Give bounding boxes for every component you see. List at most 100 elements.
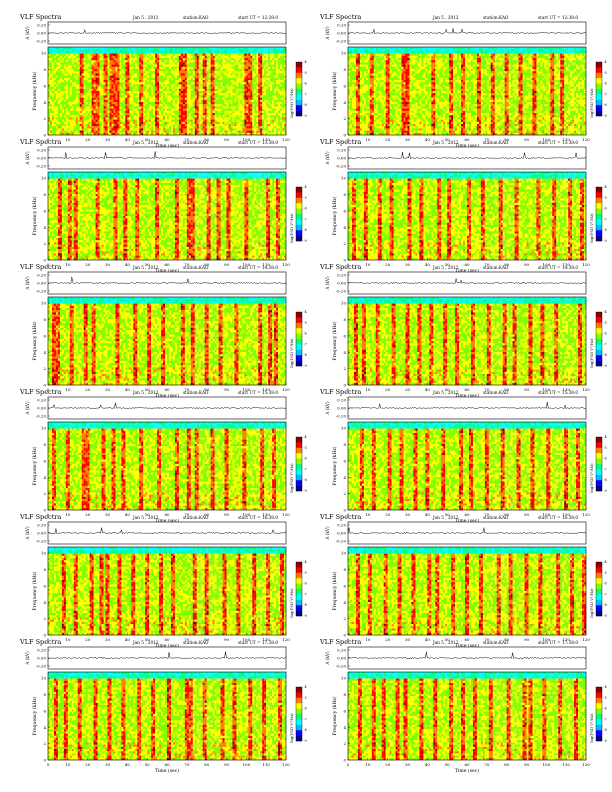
spectrogram-chart: VLF Spectra Jan 5 , 2012 station:KAO start …: [19, 388, 307, 524]
y-tick-label: 8: [43, 567, 46, 572]
colorbar-tick-label: -4: [604, 560, 607, 564]
x-tick-label: 70: [484, 762, 490, 767]
spectrogram-chart: VLF Spectra Jan 5 , 2012 station:KAO start …: [319, 388, 607, 524]
spectrogram-panel: VLF Spectra Jan 5 , 2012 station:KAO start …: [8, 260, 307, 399]
x-tick-label: 90: [524, 387, 530, 392]
x-tick-label: 20: [385, 512, 391, 517]
colorbar-swatch: [296, 730, 302, 736]
amp-axis-label: A (kV): [325, 151, 330, 166]
colorbar-tick-label: -5: [304, 71, 307, 75]
chart-date: Jan 5 , 2012: [132, 515, 159, 520]
amp-tick-label: -0.20: [336, 664, 347, 669]
colorbar-swatch: [296, 235, 302, 242]
colorbar-tick-label: -8: [304, 603, 307, 607]
x-tick-label: 40: [125, 512, 131, 517]
spectrogram-chart: VLF Spectra Jan 5 , 2012 station:KAO start …: [19, 513, 307, 649]
colorbar-swatch: [296, 99, 302, 106]
x-tick-label: 40: [125, 637, 131, 642]
colorbar-swatch: [596, 78, 602, 84]
colorbar: [595, 311, 603, 367]
colorbar-swatch: [596, 610, 602, 617]
x-tick-label: 70: [484, 262, 490, 267]
x-tick-label: 20: [385, 637, 391, 642]
colorbar-tick-label: -7: [604, 717, 607, 721]
colorbar-tick-label: -9: [604, 614, 607, 618]
amp-tick-label: 0.20: [337, 648, 346, 653]
chart-station: station:KAO: [483, 640, 509, 645]
colorbar-tick-label: -8: [604, 228, 607, 232]
x-tick-label: 110: [562, 387, 570, 392]
colorbar-swatch: [296, 110, 302, 117]
amp-tick-label: 0.20: [337, 523, 346, 528]
colorbar-swatch: [296, 464, 302, 470]
x-axis-label: Time (sec): [155, 267, 180, 274]
colorbar-swatch: [596, 317, 602, 323]
colorbar-swatch: [296, 208, 302, 215]
y-tick-label: 0: [43, 758, 46, 763]
x-tick-label: 30: [405, 262, 411, 267]
amplitude-trace: [347, 651, 587, 660]
x-tick-label: 110: [262, 512, 270, 517]
amp-tick-label: -0.20: [336, 414, 347, 419]
colorbar-swatch: [296, 192, 302, 198]
x-tick-label: 10: [365, 262, 371, 267]
colorbar-swatch: [296, 72, 302, 79]
chart-date: Jan 5 , 2012: [132, 265, 159, 270]
colorbar-tick-label: -7: [304, 217, 307, 221]
y-tick-label: 8: [343, 442, 346, 447]
colorbar-swatch: [596, 219, 602, 225]
spectrogram-chart: VLF Spectra Jan 5 , 2012 station:KAO start …: [319, 138, 607, 274]
spectrogram-panel: VLF Spectra Jan 5 , 2012 station:KAO start …: [8, 385, 307, 524]
x-tick-label: 30: [405, 762, 411, 767]
amp-tick-label: 0.20: [37, 148, 46, 153]
x-tick-label: 10: [65, 262, 71, 267]
x-tick-label: 60: [164, 262, 170, 267]
colorbar-swatch: [596, 453, 602, 459]
x-tick-label: 70: [484, 387, 490, 392]
y-axis-label: Frequency (kHz): [331, 696, 338, 735]
y-tick-label: 10: [41, 51, 47, 56]
chart-date: Jan 5 , 2012: [132, 640, 159, 645]
x-tick-label: 120: [582, 512, 590, 517]
x-tick-label: 50: [445, 762, 451, 767]
amp-tick-label: -0.20: [36, 39, 47, 44]
x-tick-label: 30: [405, 637, 411, 642]
colorbar-tick-label: -4: [604, 310, 607, 314]
amp-tick-label: 0.00: [37, 656, 46, 661]
colorbar-swatch: [296, 578, 302, 584]
x-tick-label: 80: [204, 762, 210, 767]
spectrogram-chart: VLF Spectra Jan 5 , 2012 station:KAO start …: [19, 638, 307, 774]
amp-tick-label: 0.20: [337, 273, 346, 278]
colorbar-swatch: [296, 344, 302, 350]
y-axis-label: Frequency (kHz): [331, 571, 338, 610]
x-tick-label: 110: [562, 762, 570, 767]
colorbar-swatch: [296, 62, 302, 68]
x-tick-label: 40: [425, 262, 431, 267]
y-tick-label: 2: [343, 741, 346, 746]
colorbar-swatch: [596, 235, 602, 242]
colorbar-swatch: [296, 458, 302, 465]
chart-title: VLF Spectra: [19, 13, 61, 21]
y-tick-label: 8: [343, 567, 346, 572]
chart-station: station:KAO: [183, 15, 209, 20]
colorbar-swatch: [596, 687, 602, 693]
colorbar-tick-label: -4: [304, 560, 307, 564]
y-tick-label: 10: [341, 551, 347, 556]
chart-start-time: start UT = 13:38:0: [538, 140, 578, 145]
amp-axis-label: A (kV): [325, 26, 330, 41]
spectrogram-cells: [48, 47, 287, 136]
colorbar-tick-label: -4: [604, 185, 607, 189]
y-tick-label: 2: [343, 616, 346, 621]
chart-start-time: start UT = 16:38:0: [238, 515, 278, 520]
x-tick-label: 60: [464, 637, 470, 642]
colorbar-swatch: [596, 99, 602, 106]
amp-tick-label: -0.20: [336, 164, 347, 169]
y-tick-label: 4: [43, 350, 46, 355]
colorbar-tick-label: -4: [304, 310, 307, 314]
colorbar-swatch: [596, 203, 602, 209]
colorbar-tick-label: -9: [604, 114, 607, 118]
colorbar-tick-label: -5: [304, 321, 307, 325]
amp-tick-label: 0.00: [37, 531, 46, 536]
spectrogram-panel: VLF Spectra Jan 5 , 2012 station:KAO start …: [8, 635, 307, 774]
x-tick-label: 20: [85, 137, 91, 142]
